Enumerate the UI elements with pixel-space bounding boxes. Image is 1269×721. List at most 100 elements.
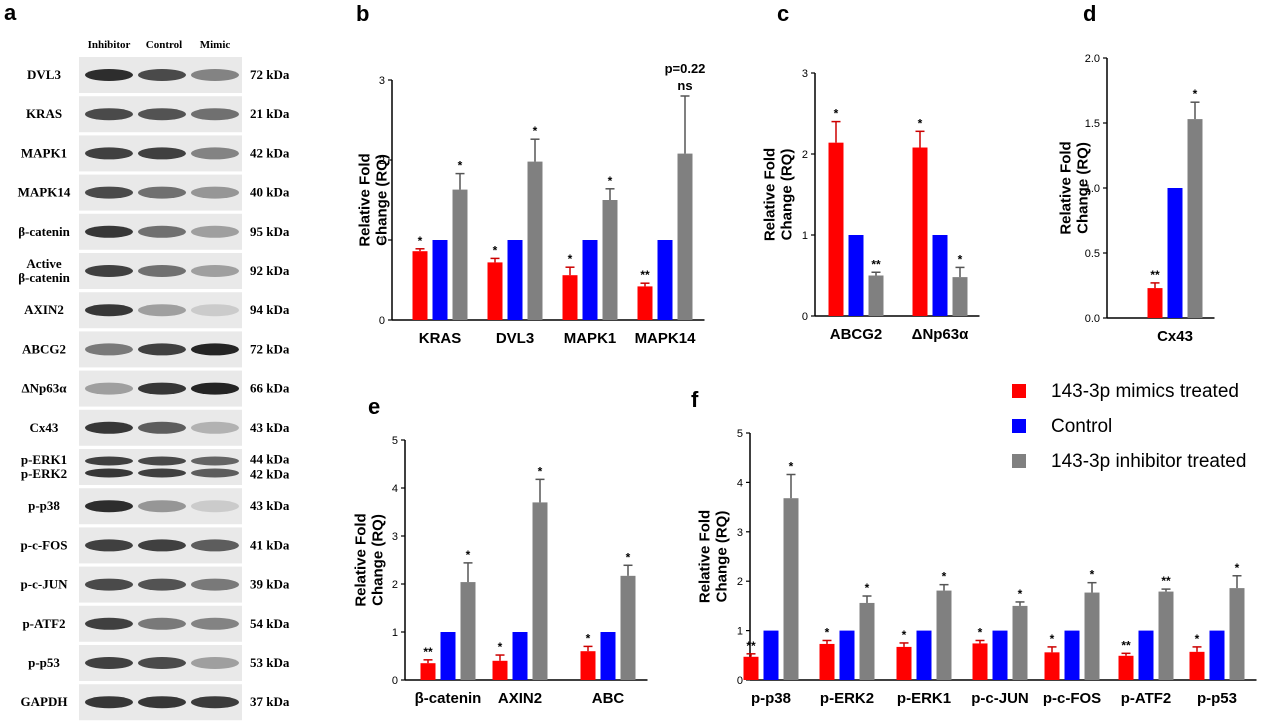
legend-swatch: [1012, 454, 1026, 468]
significance-label: *: [1050, 632, 1055, 646]
y-axis-label: Relative FoldChange (RQ): [353, 513, 387, 606]
x-tick-label: AXIN2: [498, 690, 542, 707]
bar: [492, 660, 508, 680]
x-tick-label: p-ERK2: [820, 690, 874, 707]
bar: [1012, 605, 1028, 680]
blot-band: [85, 539, 133, 552]
blot-band: [191, 421, 239, 434]
bar: [1044, 652, 1060, 680]
y-axis-label: Relative FoldChange (RQ): [1058, 141, 1092, 234]
protein-label: KRAS: [26, 106, 62, 121]
bar: [432, 240, 448, 320]
blot-band: [191, 617, 239, 630]
bar: [657, 240, 673, 320]
p-value-annotation: p=0.22: [665, 61, 706, 76]
kda-label: 42 kDa: [250, 145, 290, 160]
blot-band: [191, 500, 239, 513]
significance-label: *: [1018, 587, 1023, 601]
panel-letter: b: [356, 1, 369, 26]
blot-band: [191, 456, 239, 466]
bar: [562, 275, 578, 320]
significance-label: *: [978, 625, 983, 639]
panel-letter: e: [368, 394, 380, 419]
bar: [637, 286, 653, 320]
western-blot-panel: a Inhibitor Control Mimic DVL3 72 kDa KRAS 21 k…: [4, 0, 290, 721]
bar: [783, 498, 799, 680]
y-tick-label: 0: [802, 311, 808, 323]
x-tick-label: p-c-JUN: [971, 690, 1029, 707]
significance-label: *: [825, 625, 830, 639]
bar: [452, 189, 468, 320]
x-tick-label: p-c-FOS: [1043, 690, 1101, 707]
protein-label: ABCG2: [22, 341, 66, 356]
y-tick-label: 4: [392, 483, 398, 495]
blot-band: [138, 186, 186, 199]
y-tick-label: 2: [737, 576, 743, 588]
bar: [992, 630, 1008, 680]
bar: [743, 656, 759, 680]
x-tick-label: DVL3: [496, 330, 534, 347]
blot-band: [85, 421, 133, 434]
significance-label: **: [746, 639, 756, 653]
significance-label: *: [1193, 87, 1198, 101]
bar: [420, 663, 436, 680]
bar: [859, 602, 875, 680]
significance-label: **: [640, 268, 650, 282]
kda-label: 21 kDa: [250, 106, 290, 121]
kda-label: 40 kDa: [250, 185, 290, 200]
blot-band: [138, 304, 186, 317]
bar: [600, 632, 616, 680]
bar: [582, 240, 598, 320]
blot-band: [85, 500, 133, 513]
bar: [620, 575, 636, 680]
x-tick-label: p-p53: [1197, 690, 1237, 707]
significance-label: *: [1090, 568, 1095, 582]
significance-label: *: [918, 116, 923, 130]
significance-label: **: [1150, 268, 1160, 282]
bar: [868, 275, 884, 316]
significance-label: *: [626, 550, 631, 564]
bar: [972, 643, 988, 680]
kda-label: 94 kDa: [250, 302, 290, 317]
bar: [952, 277, 968, 316]
protein-label: Active β-catenin: [18, 256, 70, 285]
x-tick-label: p-ATF2: [1121, 690, 1172, 707]
blot-band: [191, 382, 239, 395]
bar: [1167, 188, 1183, 318]
bar: [839, 630, 855, 680]
blot-band: [85, 225, 133, 238]
bar: [1189, 651, 1205, 680]
x-tick-label: ΔNp63α: [912, 326, 969, 343]
significance-label: ns: [677, 78, 692, 93]
blot-band: [138, 265, 186, 277]
significance-label: *: [466, 548, 471, 562]
bar: [1209, 630, 1225, 680]
bar: [763, 630, 779, 680]
significance-label: *: [1235, 561, 1240, 575]
blot-band: [138, 578, 186, 591]
bar: [1147, 288, 1163, 318]
blot-band: [191, 578, 239, 591]
y-tick-label: 0: [379, 315, 385, 327]
y-axis-label: Relative FoldChange (RQ): [697, 510, 731, 603]
blot-band: [138, 108, 186, 121]
significance-label: *: [586, 631, 591, 645]
x-tick-label: MAPK14: [635, 330, 697, 347]
significance-label: **: [423, 645, 433, 659]
blot-band: [85, 147, 133, 160]
significance-label: *: [498, 640, 503, 654]
kda-label: 95 kDa: [250, 224, 290, 239]
blot-band: [85, 468, 133, 478]
significance-label: *: [493, 243, 498, 257]
significance-label: *: [533, 124, 538, 138]
kda-label: 53 kDa: [250, 655, 290, 670]
y-tick-label: 1: [392, 627, 398, 639]
legend-label: Control: [1051, 416, 1112, 437]
kda-label: 44 kDa 42 kDa: [250, 452, 290, 482]
bar: [828, 142, 844, 316]
bar: [412, 251, 428, 320]
bar: [916, 630, 932, 680]
